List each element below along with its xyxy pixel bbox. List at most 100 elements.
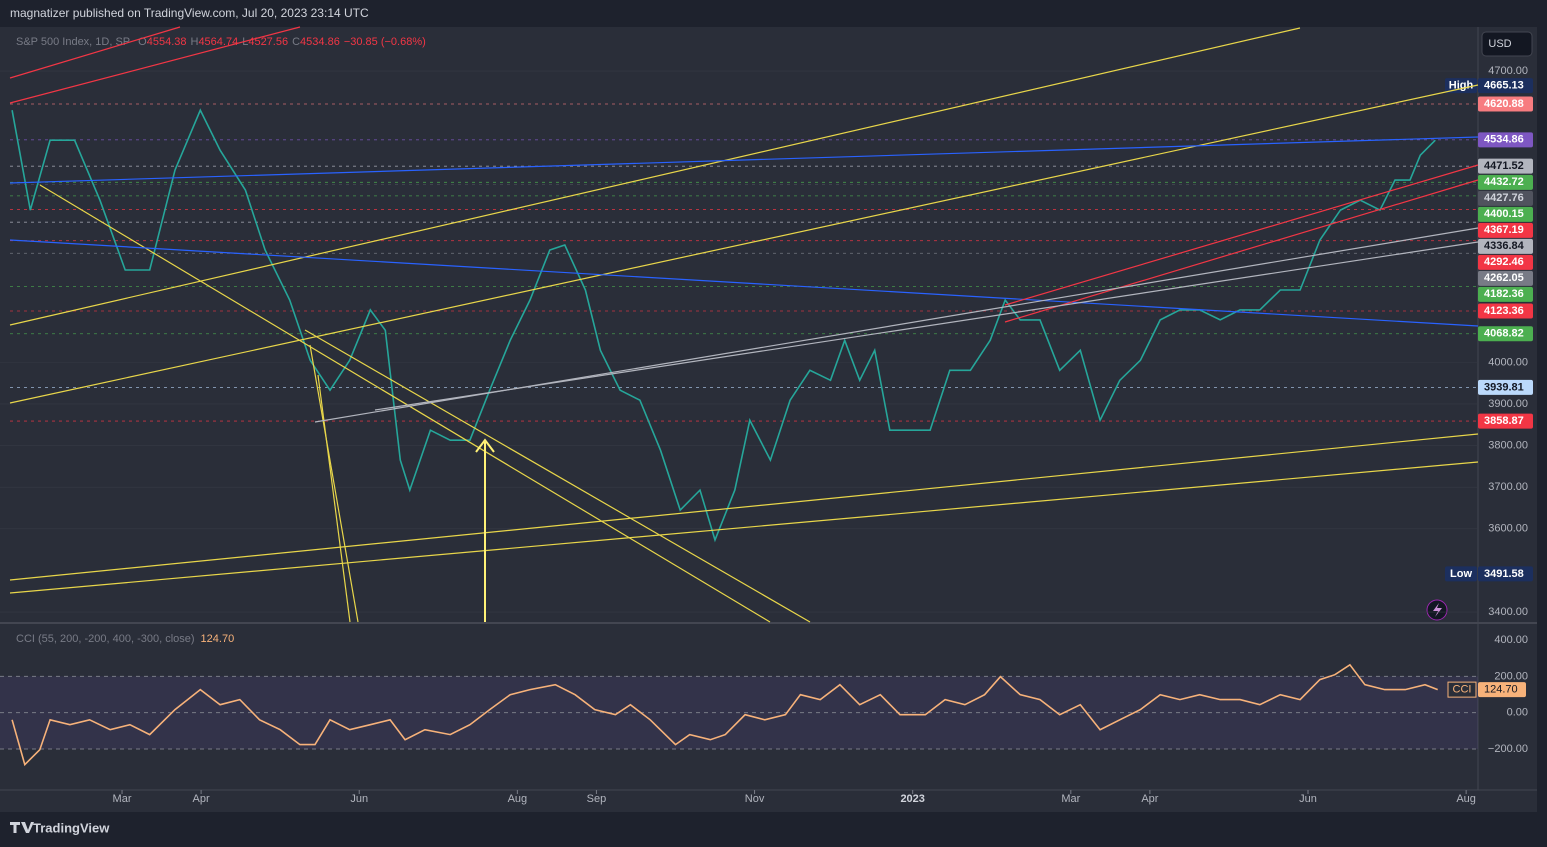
y-tick-label: 400.00 bbox=[1494, 634, 1528, 646]
price-tag bbox=[1478, 206, 1533, 222]
price-tag bbox=[1478, 190, 1533, 206]
drawings bbox=[9, 26, 1479, 623]
trend-line bbox=[39, 184, 771, 623]
trend-line bbox=[317, 374, 351, 623]
pane-title: CCI (55, 200, -200, 400, -300, close) bbox=[16, 633, 195, 645]
x-tick-label: Jun bbox=[1299, 793, 1317, 805]
y-tick-label: 3600.00 bbox=[1488, 523, 1528, 535]
cci-line bbox=[11, 663, 1438, 767]
price-tag-label-box bbox=[1445, 78, 1477, 94]
price-tag bbox=[1478, 158, 1533, 174]
y-tick-label: 4000.00 bbox=[1488, 356, 1528, 368]
cci-tag bbox=[1478, 682, 1526, 698]
price-tag-text: 4336.84 bbox=[1484, 240, 1525, 252]
trend-line bbox=[1004, 179, 1479, 323]
ohlc-value: 4527.56 bbox=[248, 36, 288, 48]
cci-tag-name-box bbox=[1447, 681, 1477, 698]
cci-value: 124.70 bbox=[201, 633, 235, 645]
ohlc-key: C bbox=[292, 36, 300, 48]
price-tag-text: 4665.13 bbox=[1484, 80, 1524, 92]
currency-label[interactable]: USD bbox=[1488, 38, 1511, 50]
price-tag bbox=[1478, 270, 1533, 286]
price-tag bbox=[1478, 303, 1533, 319]
price-tag bbox=[1478, 132, 1533, 148]
trend-line bbox=[9, 27, 1301, 326]
price-tag bbox=[1478, 286, 1533, 302]
x-tick-label: Mar bbox=[113, 793, 132, 805]
x-tick-label: Mar bbox=[1061, 793, 1080, 805]
x-tick-label: Jun bbox=[350, 793, 368, 805]
price-tag bbox=[1478, 566, 1533, 582]
x-tick-label: Apr bbox=[1141, 793, 1158, 805]
price-tag-text: 4262.05 bbox=[1484, 272, 1524, 284]
x-tick-label: 2023 bbox=[900, 793, 924, 805]
price-tag bbox=[1478, 78, 1533, 94]
price-tag-label: Low bbox=[1450, 568, 1472, 580]
price-tag bbox=[1478, 222, 1533, 238]
price-tag bbox=[1478, 379, 1533, 395]
price-tag bbox=[1478, 238, 1533, 254]
pane-legend: S&P 500 Index, 1D, SP O4554.38 H4564.74 L45… bbox=[16, 36, 426, 48]
price-tag-text: 4620.88 bbox=[1484, 98, 1524, 110]
price-tag-text: 4292.46 bbox=[1484, 256, 1524, 268]
y-tick-label: −200.00 bbox=[1488, 743, 1528, 755]
trend-line bbox=[9, 433, 1479, 581]
y-tick-label: 3400.00 bbox=[1488, 606, 1528, 618]
pane-title: S&P 500 Index, 1D, SP bbox=[16, 36, 130, 48]
cci-tag-text: 124.70 bbox=[1484, 684, 1518, 696]
price-tag-text: 3858.87 bbox=[1484, 415, 1524, 427]
x-tick-label: Aug bbox=[508, 793, 528, 805]
price-tag-label: High bbox=[1449, 80, 1474, 92]
ohlc-change: −30.85 (−0.68%) bbox=[344, 36, 426, 48]
trend-line bbox=[374, 241, 1479, 411]
price-tag-text: 4123.36 bbox=[1484, 305, 1524, 317]
trend-line bbox=[304, 329, 811, 623]
pane-legend: CCI (55, 200, -200, 400, -300, close) 124… bbox=[16, 633, 234, 645]
y-tick-label: 3900.00 bbox=[1488, 398, 1528, 410]
ohlc-value: 4554.38 bbox=[147, 36, 187, 48]
y-tick-label: 3800.00 bbox=[1488, 439, 1528, 451]
logo bbox=[10, 822, 34, 833]
trend-line bbox=[9, 84, 1479, 404]
trend-line bbox=[9, 239, 1479, 327]
x-tick-label: Nov bbox=[745, 793, 765, 805]
price-tag bbox=[1478, 174, 1533, 190]
price-tag-text: 3491.58 bbox=[1484, 568, 1524, 580]
trend-line bbox=[9, 26, 181, 79]
y-tick-label: 0.00 bbox=[1507, 707, 1528, 719]
trend-line bbox=[1004, 164, 1479, 306]
ohlc-value: 4564.74 bbox=[198, 36, 238, 48]
ohlc-key: O bbox=[138, 36, 147, 48]
x-tick-label: Aug bbox=[1456, 793, 1476, 805]
trend-line bbox=[9, 461, 1479, 594]
cci-tag-name: CCI bbox=[1453, 684, 1472, 696]
price-tag-text: 4068.82 bbox=[1484, 328, 1524, 340]
trend-line bbox=[9, 136, 1479, 184]
trend-line bbox=[9, 26, 301, 104]
price-tag-text: 4400.15 bbox=[1484, 208, 1524, 220]
publisher-line: magnatizer published on TradingView.com,… bbox=[10, 6, 369, 20]
y-tick-label: 4700.00 bbox=[1488, 65, 1528, 77]
price-line bbox=[11, 108, 1436, 543]
footer-brand: TradingView bbox=[33, 820, 110, 835]
price-tag bbox=[1478, 326, 1533, 342]
chart-background bbox=[0, 27, 1537, 812]
ohlc-value: 4534.86 bbox=[300, 36, 340, 48]
x-tick-label: Apr bbox=[193, 793, 210, 805]
y-tick-label: 3700.00 bbox=[1488, 481, 1528, 493]
price-tag-text: 4432.72 bbox=[1484, 176, 1524, 188]
price-tag-text: 4471.52 bbox=[1484, 160, 1524, 172]
y-tick-label: 200.00 bbox=[1494, 670, 1528, 682]
price-tag-text: 4427.76 bbox=[1484, 192, 1524, 204]
x-tick-label: Sep bbox=[587, 793, 607, 805]
currency-button[interactable] bbox=[1481, 31, 1533, 57]
trend-line bbox=[309, 344, 359, 623]
price-tag-text: 4534.86 bbox=[1484, 134, 1524, 146]
arrow-head bbox=[475, 438, 495, 453]
price-tag-text: 4367.19 bbox=[1484, 224, 1524, 236]
price-tag-label-box bbox=[1445, 566, 1477, 582]
price-tag-text: 3939.81 bbox=[1484, 381, 1524, 393]
price-tag bbox=[1478, 413, 1533, 429]
price-tag bbox=[1478, 254, 1533, 270]
